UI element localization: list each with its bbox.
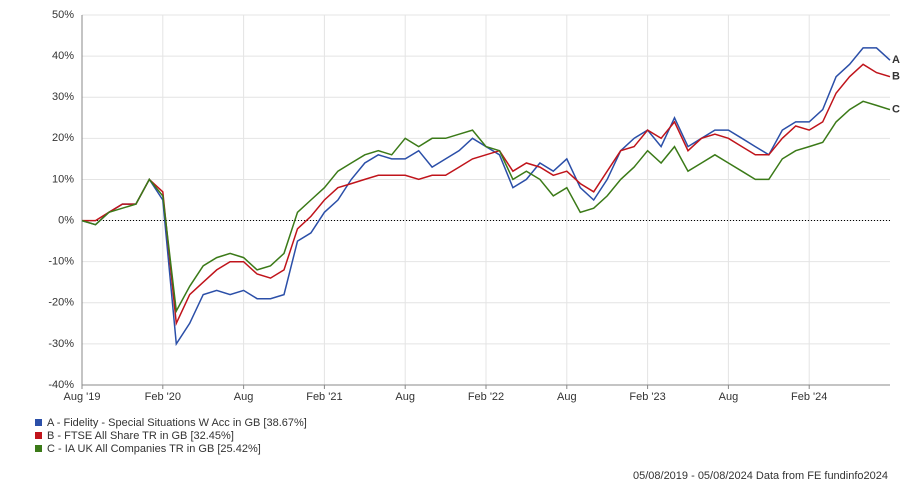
legend-swatch: [35, 432, 42, 439]
y-tick-label: -20%: [48, 297, 74, 309]
y-tick-label: -10%: [48, 256, 74, 268]
legend-swatch: [35, 419, 42, 426]
footer: 05/08/2019 - 05/08/2024 Data from FE fun…: [633, 470, 888, 482]
y-tick-label: 40%: [52, 50, 74, 62]
y-tick-label: -40%: [48, 379, 74, 391]
x-tick-label: Aug: [557, 391, 577, 403]
x-tick-label: Feb '21: [306, 391, 342, 403]
x-tick-label: Aug '19: [64, 391, 101, 403]
x-tick-label: Feb '20: [145, 391, 181, 403]
x-tick-label: Aug: [719, 391, 739, 403]
x-tick-label: Feb '23: [629, 391, 665, 403]
x-tick-label: Aug: [395, 391, 415, 403]
y-tick-label: 50%: [52, 9, 74, 21]
y-tick-label: 30%: [52, 91, 74, 103]
y-tick-label: 20%: [52, 132, 74, 144]
legend-label: B - FTSE All Share TR in GB [32.45%]: [47, 430, 234, 442]
x-tick-label: Aug: [234, 391, 254, 403]
series-line: [82, 63, 891, 327]
end-label: B: [892, 71, 900, 83]
x-tick-label: Feb '24: [791, 391, 827, 403]
x-tick-label: Feb '22: [468, 391, 504, 403]
legend-label: C - IA UK All Companies TR in GB [25.42%…: [47, 443, 261, 455]
end-label: C: [892, 103, 900, 115]
y-tick-label: -30%: [48, 338, 74, 350]
y-tick-label: 0%: [58, 214, 74, 226]
legend-swatch: [35, 445, 42, 452]
series-line: [81, 100, 891, 314]
legend-label: A - Fidelity - Special Situations W Acc …: [47, 417, 307, 429]
y-tick-label: 10%: [52, 173, 74, 185]
end-label: A: [892, 54, 900, 66]
